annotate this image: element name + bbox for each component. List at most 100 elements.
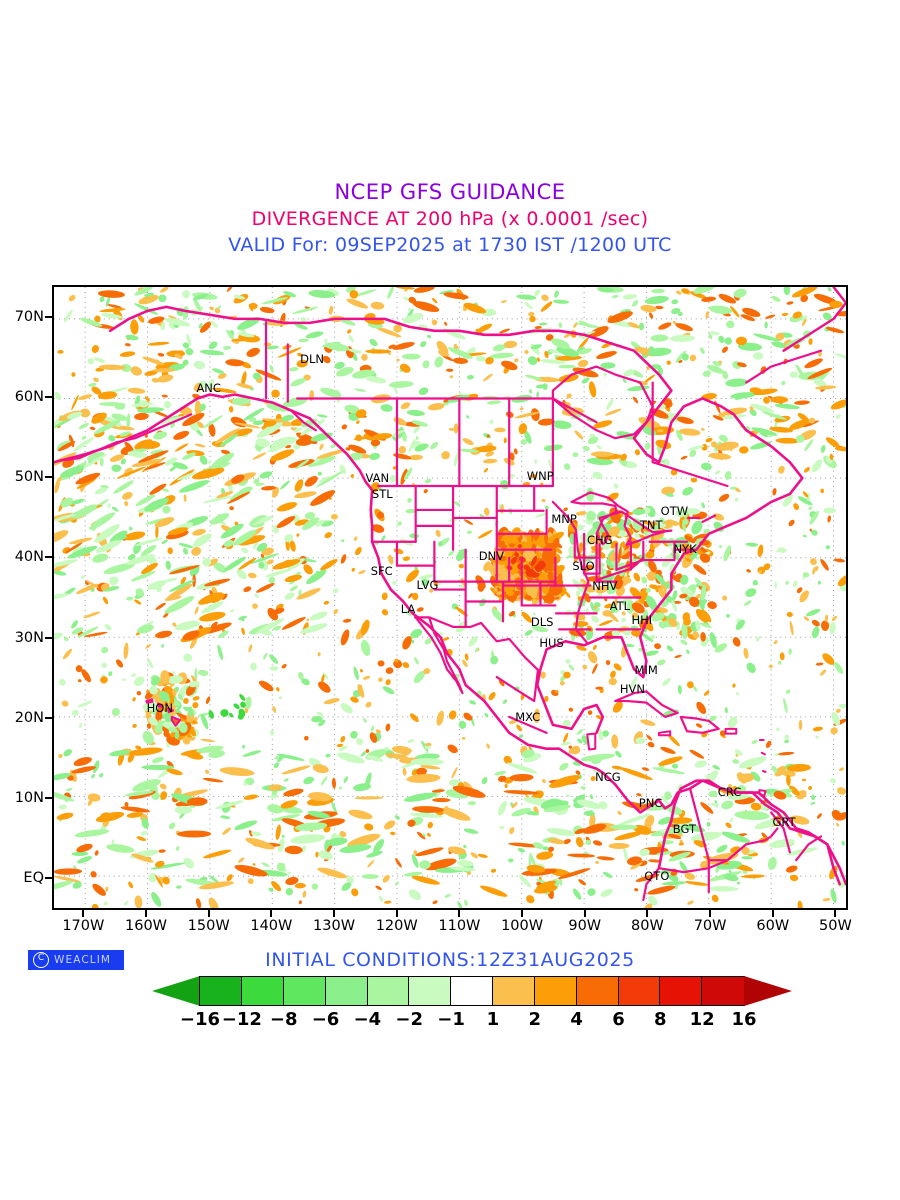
page-title: NCEP GFS GUIDANCE [334,180,566,204]
weaclim-logo[interactable]: C WEACLIM [28,950,124,970]
divergence-cell [516,724,522,732]
divergence-cell [354,388,367,392]
divergence-cell [829,622,836,635]
divergence-cell [668,833,682,840]
divergence-cell [91,903,99,908]
divergence-cell [385,679,391,686]
divergence-cell [202,415,223,429]
divergence-cell [294,323,308,330]
divergence-cell [704,852,739,865]
divergence-cell [781,380,786,386]
divergence-cell [538,560,546,569]
divergence-cell [632,300,639,307]
divergence-cell [830,727,838,735]
divergence-cell [94,524,120,543]
divergence-cell [432,900,438,905]
divergence-cell [237,332,255,338]
divergence-cell [701,393,717,400]
divergence-cell [610,603,617,614]
divergence-cell [78,422,89,430]
divergence-cell [193,360,206,370]
divergence-cell [151,891,162,907]
city-label-crc: CRC [717,785,742,800]
colorbar-swatch [617,976,662,1006]
divergence-cell [175,846,180,851]
divergence-cell [563,732,569,743]
divergence-cell [457,860,474,867]
divergence-cell [609,565,614,569]
divergence-cell [125,554,155,565]
divergence-cell [746,662,756,674]
colorbar-swatch [324,976,369,1006]
divergence-cell [732,637,741,647]
x-axis-tick-label: 160W [125,918,168,934]
divergence-cell [155,706,163,722]
divergence-cell [195,898,202,908]
divergence-cell [680,586,695,598]
coastline-path [679,715,720,734]
colorbar-swatch [366,976,411,1006]
divergence-cell [324,532,332,539]
divergence-cell [811,619,820,627]
divergence-cell [672,320,677,325]
divergence-cell [581,377,590,384]
divergence-cell [680,639,688,646]
divergence-cell [393,324,402,333]
divergence-cell [648,859,661,863]
divergence-cell [753,333,781,342]
divergence-cell [721,831,751,843]
divergence-cell [536,357,541,362]
coastline-path [760,751,766,756]
divergence-cell [503,755,512,765]
coastline-path [707,843,748,862]
divergence-cell [174,620,200,631]
divergence-cell [111,839,115,846]
divergence-cell [149,685,158,695]
divergence-cell [408,454,423,461]
divergence-cell [345,447,351,451]
divergence-cell [213,562,227,573]
divergence-cell [255,618,285,635]
divergence-cell [302,558,317,563]
divergence-cell [256,583,275,593]
divergence-cell [79,408,91,418]
divergence-cell [210,320,218,328]
divergence-cell [830,399,846,410]
divergence-cell [831,712,841,726]
divergence-cell [353,666,359,681]
divergence-cell [776,727,780,732]
colorbar[interactable]: −16 −12 −8 −6 −4 −2 −1 1 2 4 6 8 12 16 [152,976,792,1032]
divergence-cell [532,612,536,616]
map-plot-area[interactable] [52,285,848,910]
divergence-cell [304,476,318,487]
divergence-cell [369,732,378,743]
divergence-cell [648,560,657,573]
divergence-cell [229,712,234,718]
divergence-cell [402,662,410,669]
divergence-cell [646,734,653,741]
coastline-path [586,732,597,751]
divergence-cell [734,393,749,400]
divergence-cell [683,617,691,626]
divergence-cell [405,508,417,514]
divergence-cell [172,622,177,627]
divergence-cell [295,459,310,469]
divergence-cell [712,360,722,367]
divergence-cell [275,824,281,840]
divergence-cell [424,858,457,871]
divergence-cell [422,833,426,837]
divergence-cell [596,350,617,359]
divergence-cell [703,528,711,534]
divergence-cell [238,615,247,620]
divergence-cell [577,359,589,368]
divergence-cell [109,576,119,586]
divergence-cell [123,642,129,660]
divergence-cell [603,372,607,377]
divergence-cell [701,296,717,302]
divergence-cell [702,370,711,377]
colorbar-swatch [492,976,536,1006]
divergence-cell [518,875,532,888]
divergence-cell [199,380,207,389]
divergence-cell [174,353,183,359]
divergence-cell [148,717,159,726]
